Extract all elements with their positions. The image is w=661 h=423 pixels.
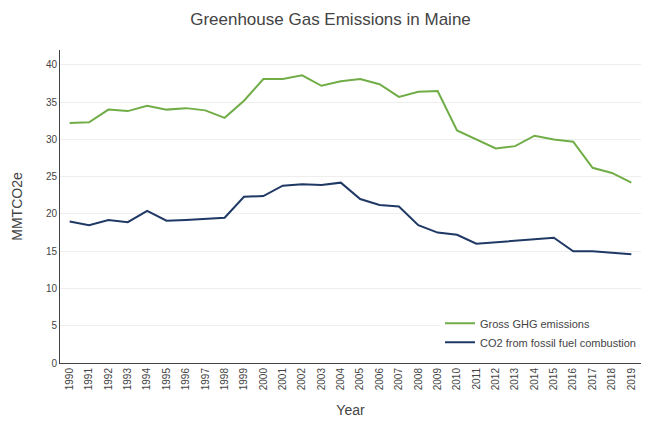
- svg-text:CO2 from fossil fuel combustio: CO2 from fossil fuel combustion: [480, 337, 636, 349]
- svg-text:1996: 1996: [180, 368, 191, 391]
- svg-text:2001: 2001: [277, 368, 288, 391]
- svg-text:2002: 2002: [296, 368, 307, 391]
- svg-text:2000: 2000: [258, 368, 269, 391]
- svg-text:2017: 2017: [587, 368, 598, 391]
- svg-text:2009: 2009: [432, 368, 443, 391]
- svg-text:1993: 1993: [122, 368, 133, 391]
- svg-text:2011: 2011: [471, 368, 482, 390]
- svg-text:MMTCO2e: MMTCO2e: [9, 172, 25, 241]
- svg-text:1992: 1992: [103, 368, 114, 391]
- svg-text:Greenhouse Gas Emissions in Ma: Greenhouse Gas Emissions in Maine: [190, 10, 471, 29]
- svg-text:2016: 2016: [567, 368, 578, 391]
- svg-text:15: 15: [46, 246, 58, 257]
- svg-text:1990: 1990: [64, 368, 75, 391]
- svg-text:2019: 2019: [626, 368, 637, 391]
- svg-text:2013: 2013: [509, 368, 520, 391]
- svg-text:5: 5: [51, 320, 57, 331]
- svg-text:1997: 1997: [200, 368, 211, 391]
- svg-text:2008: 2008: [413, 368, 424, 391]
- svg-text:1991: 1991: [83, 368, 94, 391]
- svg-text:1994: 1994: [141, 368, 152, 391]
- svg-text:0: 0: [51, 358, 57, 369]
- svg-text:2003: 2003: [316, 368, 327, 391]
- svg-text:2014: 2014: [529, 368, 540, 391]
- svg-text:40: 40: [46, 59, 58, 70]
- svg-text:2006: 2006: [374, 368, 385, 391]
- svg-text:30: 30: [46, 134, 58, 145]
- svg-text:20: 20: [46, 208, 58, 219]
- svg-text:2005: 2005: [354, 368, 365, 391]
- svg-text:2010: 2010: [451, 368, 462, 391]
- svg-text:1995: 1995: [161, 368, 172, 391]
- svg-text:1998: 1998: [219, 368, 230, 391]
- svg-text:Gross GHG emissions: Gross GHG emissions: [480, 318, 590, 330]
- svg-text:2015: 2015: [548, 368, 559, 391]
- svg-text:2018: 2018: [606, 368, 617, 391]
- svg-text:Year: Year: [336, 402, 365, 418]
- svg-text:2004: 2004: [335, 368, 346, 391]
- svg-text:1999: 1999: [238, 368, 249, 391]
- svg-text:10: 10: [46, 283, 58, 294]
- svg-text:25: 25: [46, 171, 58, 182]
- svg-text:35: 35: [46, 97, 58, 108]
- svg-text:2007: 2007: [393, 368, 404, 391]
- svg-text:2012: 2012: [490, 368, 501, 391]
